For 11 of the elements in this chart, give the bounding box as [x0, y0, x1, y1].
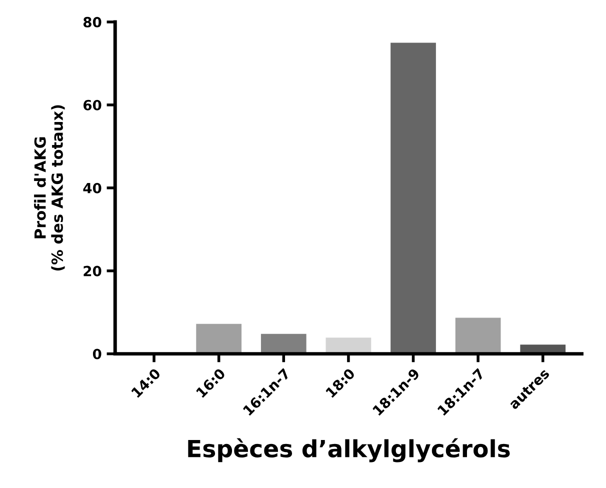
y-tick-label: 20: [84, 266, 102, 276]
y-axis-title: Profil d'AKG (% des AKG totaux): [34, 105, 65, 271]
y-tick-label: 0: [92, 348, 102, 360]
bar: [196, 324, 242, 354]
bar: [390, 42, 436, 354]
y-tick-label: 60: [83, 100, 102, 110]
y-tick-label: 40: [83, 182, 102, 194]
y-tick-label: 80: [83, 16, 102, 28]
bar: [260, 334, 306, 354]
x-axis-title: Espèces d’alkylglycérols: [188, 438, 510, 462]
bar: [455, 318, 501, 354]
